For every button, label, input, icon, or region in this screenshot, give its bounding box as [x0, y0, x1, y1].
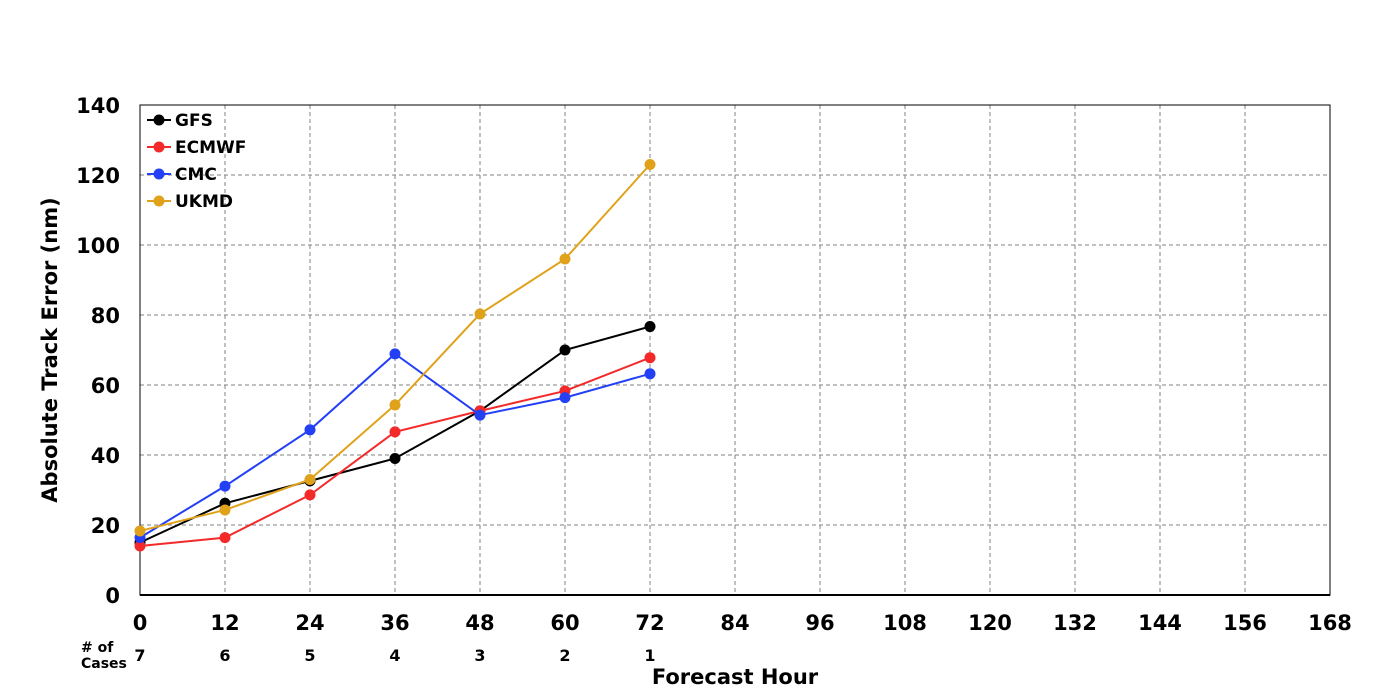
cases-label-line2: Cases — [81, 656, 127, 672]
data-point-ukmd — [644, 159, 656, 170]
data-point-ukmd — [389, 399, 401, 411]
cases-value: 7 — [134, 646, 145, 665]
grid — [140, 105, 1330, 595]
y-tick-label: 80 — [91, 304, 120, 328]
x-tick-label: 12 — [210, 611, 239, 635]
x-tick-label: 36 — [380, 611, 409, 635]
cases-value: 2 — [559, 646, 570, 665]
y-tick-label: 60 — [91, 374, 120, 398]
y-tick-label: 20 — [91, 514, 120, 538]
y-tick-label: 40 — [91, 444, 120, 468]
data-point-cmc — [644, 368, 656, 380]
cases-row: # of Cases 7 6 5 4 3 2 1 — [81, 640, 656, 672]
data-point-cmc — [474, 409, 486, 421]
cases-label-line1: # of — [81, 640, 114, 656]
y-tick-label: 120 — [76, 164, 120, 188]
series-ukmd — [134, 159, 656, 537]
data-point-cmc — [219, 480, 231, 492]
x-tick-label: 156 — [1223, 611, 1267, 635]
cases-value: 5 — [304, 646, 315, 665]
cases-value: 4 — [389, 646, 400, 665]
legend-marker-swatch — [153, 141, 165, 153]
cases-value: 6 — [219, 646, 230, 665]
x-tick-label: 0 — [133, 611, 148, 635]
y-tick-label: 140 — [76, 94, 120, 118]
legend: GFS ECMWF CMC UKMD — [147, 111, 246, 212]
x-axis-title: Forecast Hour — [652, 665, 819, 689]
legend-label: UKMD — [175, 192, 233, 212]
x-tick-label: 120 — [968, 611, 1012, 635]
legend-item-cmc: CMC — [147, 165, 217, 185]
data-point-gfs — [559, 344, 571, 356]
series-cmc — [134, 348, 656, 544]
data-point-ecmwf — [389, 426, 401, 438]
legend-label: ECMWF — [175, 138, 246, 158]
data-point-ecmwf — [644, 352, 656, 364]
x-tick-label: 84 — [720, 611, 749, 635]
y-tick-label: 100 — [76, 234, 120, 258]
legend-marker-swatch — [153, 195, 165, 207]
x-tick-label: 60 — [550, 611, 579, 635]
data-point-ecmwf — [134, 540, 146, 552]
cases-value: 1 — [644, 646, 655, 665]
legend-item-ukmd: UKMD — [147, 192, 233, 212]
legend-marker-swatch — [153, 168, 165, 180]
x-tick-label: 108 — [883, 611, 927, 635]
cases-value: 3 — [474, 646, 485, 665]
series-layer — [134, 159, 656, 552]
data-point-ukmd — [134, 525, 146, 537]
y-axis-title: Absolute Track Error (nm) — [38, 197, 62, 502]
data-point-cmc — [389, 348, 401, 360]
data-point-cmc — [304, 424, 316, 436]
legend-label: CMC — [175, 165, 217, 185]
y-tick-labels: 0 20 40 60 80 100 120 140 — [76, 94, 120, 608]
data-point-ukmd — [219, 504, 231, 516]
legend-item-ecmwf: ECMWF — [147, 138, 246, 158]
x-tick-label: 48 — [465, 611, 494, 635]
series-ecmwf — [134, 352, 656, 552]
x-tick-label: 168 — [1308, 611, 1352, 635]
y-tick-label: 0 — [105, 584, 120, 608]
data-point-ecmwf — [304, 489, 316, 501]
data-point-ukmd — [474, 308, 486, 320]
legend-item-gfs: GFS — [147, 111, 213, 131]
data-point-gfs — [389, 453, 401, 464]
legend-label: GFS — [175, 111, 213, 131]
data-point-ecmwf — [219, 532, 231, 544]
data-point-ukmd — [559, 253, 571, 265]
x-tick-label: 24 — [295, 611, 324, 635]
data-point-ukmd — [304, 474, 316, 485]
data-point-cmc — [559, 392, 571, 404]
data-point-gfs — [644, 321, 656, 333]
legend-marker-swatch — [153, 114, 165, 126]
x-tick-label: 72 — [635, 611, 664, 635]
x-tick-label: 96 — [805, 611, 834, 635]
x-tick-labels: 0 12 24 36 48 60 72 84 96 108 120 132 144 156 168 — [133, 611, 1352, 635]
x-tick-label: 132 — [1053, 611, 1097, 635]
x-tick-label: 144 — [1138, 611, 1182, 635]
